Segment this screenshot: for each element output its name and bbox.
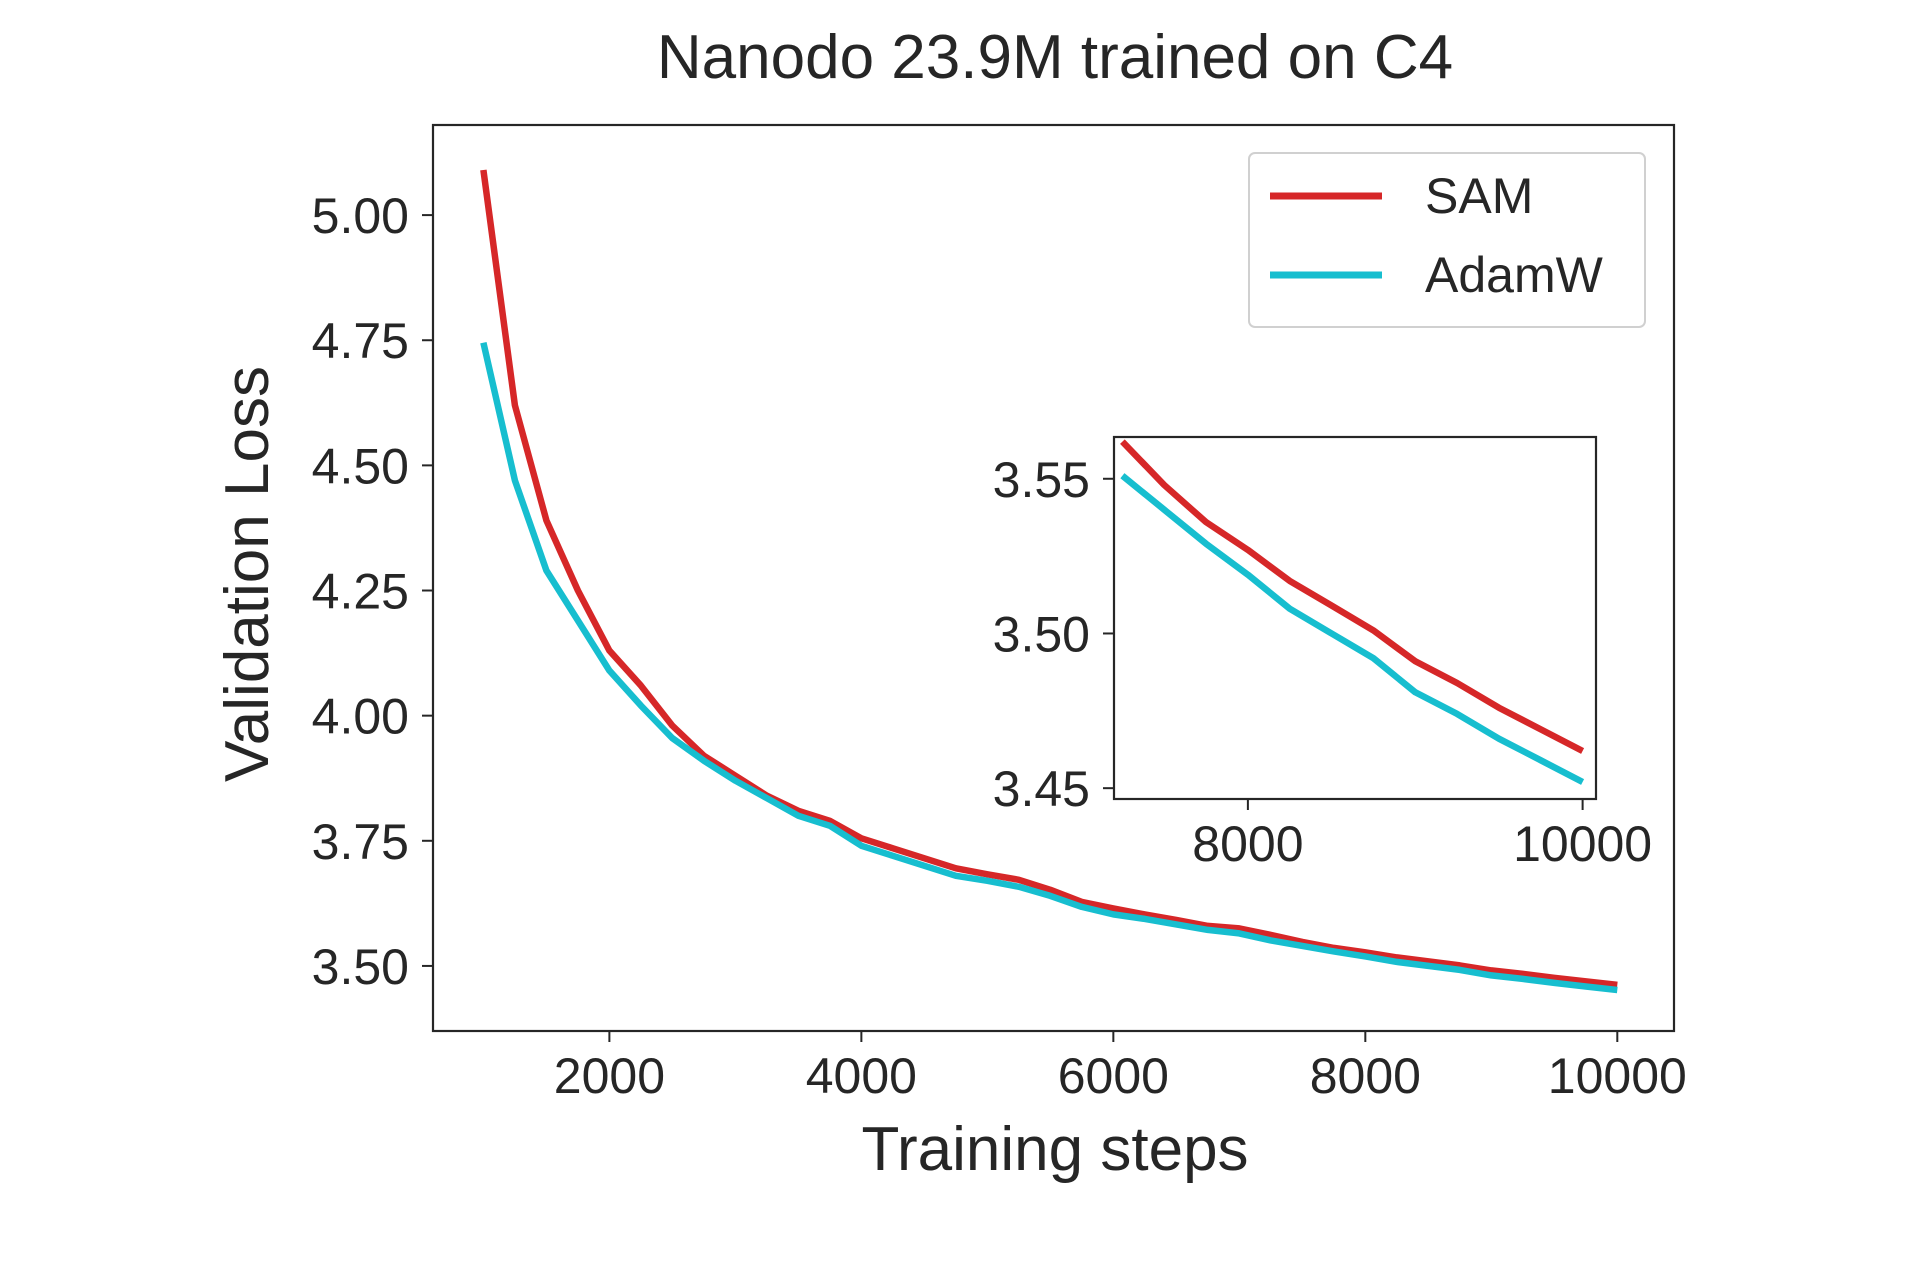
- x-axis-label: Training steps: [861, 1115, 1248, 1184]
- main-y-tick-label: 4.00: [312, 689, 409, 745]
- inset-x-tick-label: 8000: [1192, 816, 1303, 872]
- main-y-tick-label: 3.50: [312, 939, 409, 995]
- legend-label-adamw: AdamW: [1425, 247, 1604, 303]
- main-series-sam: [480, 169, 1618, 989]
- inset-series-adamw: [1120, 473, 1585, 785]
- main-x-tick-label: 4000: [806, 1048, 917, 1104]
- main-y-tick-label: 3.75: [312, 814, 409, 870]
- main-y-tick-label: 4.75: [312, 313, 409, 369]
- inset-y-tick-label: 3.50: [993, 606, 1090, 662]
- main-x-tick-label: 8000: [1310, 1048, 1421, 1104]
- legend-label-sam: SAM: [1425, 168, 1533, 224]
- inset-y-tick-label: 3.45: [993, 761, 1090, 817]
- main-x-tick-label: 10000: [1548, 1048, 1687, 1104]
- inset-y-tick-label: 3.55: [993, 452, 1090, 508]
- inset-plot-area: 8000 10000 3.45 3.50 3.55: [993, 435, 1652, 872]
- main-x-tick-label: 6000: [1058, 1048, 1169, 1104]
- main-y-tick-label: 4.50: [312, 438, 409, 494]
- main-series-adamw: [480, 341, 1618, 994]
- inset-series-sam: [1120, 439, 1585, 754]
- chart-title: Nanodo 23.9M trained on C4: [657, 23, 1453, 92]
- legend: SAM AdamW: [1248, 152, 1646, 328]
- inset-x-tick-label: 10000: [1513, 816, 1652, 872]
- main-y-tick-label: 5.00: [312, 188, 409, 244]
- main-y-tick-label: 4.25: [312, 564, 409, 620]
- y-axis-label: Validation Loss: [213, 366, 282, 782]
- main-x-tick-label: 2000: [554, 1048, 665, 1104]
